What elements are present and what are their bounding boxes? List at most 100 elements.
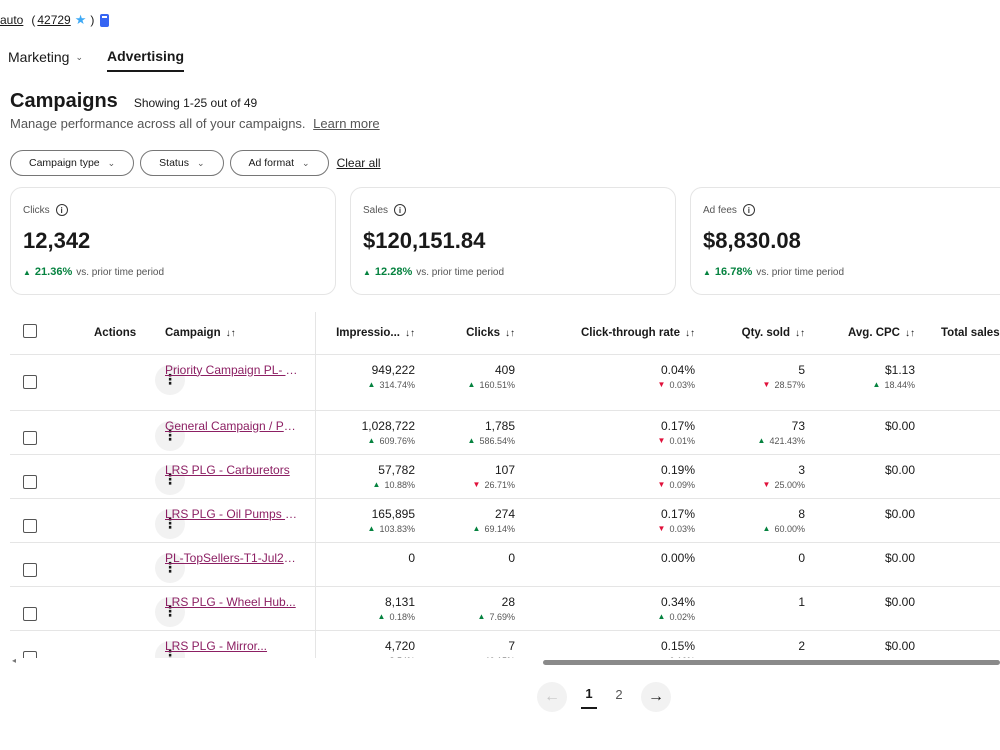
ad-format-filter[interactable]: Ad format ⌄ — [229, 150, 329, 176]
table-row: ⋮ LRS PLG - Wheel Hub... 8,131 ▲ 0.18% 2… — [10, 586, 1000, 631]
change-value: 26.71% — [484, 479, 515, 490]
sort-icon[interactable]: ↓↑ — [685, 327, 695, 339]
nav-marketing-label: Marketing — [8, 49, 70, 65]
change-indicator: ▼ 0.03% — [515, 524, 695, 534]
change-indicator: ▼ 8.54% — [316, 656, 415, 659]
up-arrow-icon: ▲ — [467, 380, 476, 389]
impressions-cell: 4,720 ▼ 8.54% — [315, 630, 415, 658]
row-checkbox[interactable] — [23, 474, 37, 489]
change-indicator: ▲ 609.76% — [316, 435, 415, 446]
qty-sold-header[interactable]: Qty. sold ↓↑ — [695, 312, 805, 355]
next-page-button[interactable]: → — [641, 682, 671, 712]
up-arrow-icon: ▲ — [467, 436, 476, 445]
row-checkbox[interactable] — [23, 650, 37, 658]
sales-value: $2 — [915, 639, 1000, 653]
info-icon[interactable]: i — [55, 204, 68, 216]
card-label-row: Sales i — [363, 204, 663, 216]
clicks-value: 274 — [494, 506, 515, 521]
change-indicator: ▼ 46.15% — [415, 656, 515, 659]
learn-more-link[interactable]: Learn more — [313, 116, 380, 131]
status-filter[interactable]: Status ⌄ — [140, 150, 224, 176]
cpc-cell: $0.00 — [805, 586, 915, 631]
avg-cpc-header[interactable]: Avg. CPC ↓↑ — [805, 312, 915, 355]
row-select-cell — [10, 354, 70, 411]
horizontal-scrollbar[interactable] — [10, 660, 1000, 666]
campaign-link[interactable]: LRS PLG - Wheel Hub... — [165, 594, 296, 609]
row-checkbox[interactable] — [23, 430, 37, 445]
feedback-score-link[interactable]: 42729 — [37, 13, 71, 27]
summary-card-sales: Sales i $120,151.84 ▲ 12.28% vs. prior t… — [350, 187, 676, 295]
campaign-link[interactable]: LRS PLG - Carburetors — [165, 462, 290, 477]
sales-value: $4 — [915, 595, 1000, 609]
store-name-link[interactable]: auto — [0, 13, 24, 27]
impressions-header[interactable]: Impressio... ↓↑ — [315, 312, 415, 355]
sort-icon[interactable]: ↓↑ — [795, 327, 805, 339]
page-1-button[interactable]: 1 — [581, 686, 597, 709]
card-value: $120,151.84 — [363, 228, 486, 253]
clicks-cell: 274 ▲ 69.14% — [415, 498, 515, 543]
clicks-header[interactable]: Clicks ↓↑ — [415, 312, 515, 355]
info-icon[interactable]: i — [394, 204, 407, 216]
campaign-cell: PL-TopSellers-T1-Jul26 J... — [165, 542, 316, 587]
clicks-value: 409 — [494, 362, 515, 377]
previous-page-button[interactable]: ← — [537, 682, 567, 712]
impressions-value: 1,028,722 — [361, 418, 415, 433]
change-indicator: ▼ 25.00% — [695, 480, 805, 490]
sort-icon[interactable]: ↓↑ — [505, 327, 515, 339]
campaign-link[interactable]: General Campaign / PL-... — [165, 418, 301, 433]
qty-cell: 2 — [695, 630, 805, 658]
row-checkbox[interactable] — [23, 606, 37, 621]
campaign-header[interactable]: Campaign ↓↑ — [165, 312, 316, 355]
row-checkbox[interactable] — [23, 562, 37, 577]
campaign-link[interactable]: PL-TopSellers-T1-Jul26 J... — [165, 550, 301, 565]
sort-icon[interactable]: ↓↑ — [405, 327, 415, 339]
title-row: Campaigns Showing 1-25 out of 49 — [10, 90, 257, 113]
sales-cell: $ — [915, 542, 1000, 587]
change-indicator: ▲ 160.51% — [415, 380, 515, 390]
status-filter-label: Status — [159, 157, 189, 169]
change-value: 25.00% — [774, 479, 805, 490]
select-all-checkbox[interactable] — [23, 324, 37, 339]
down-arrow-icon: ▼ — [657, 436, 666, 445]
nav-advertising[interactable]: Advertising — [107, 48, 185, 72]
clicks-value: 7 — [508, 638, 515, 653]
campaign-link[interactable]: LRS PLG - Oil Pumps &... — [165, 506, 301, 521]
campaign-type-filter[interactable]: Campaign type ⌄ — [10, 150, 135, 176]
sort-icon[interactable]: ↓↑ — [905, 327, 915, 339]
campaigns-table: Actions Campaign ↓↑ Impressio... ↓↑ Clicks… — [10, 312, 1000, 658]
clicks-value: 28 — [501, 594, 515, 609]
change-value: 609.76% — [379, 435, 415, 446]
ctr-value: 0.17% — [660, 418, 695, 433]
total-sales-header[interactable]: Total sales — [915, 312, 1000, 355]
campaign-link[interactable]: LRS PLG - Mirror... — [165, 638, 268, 653]
change-value: 0.09% — [669, 479, 695, 490]
change-percent: 16.78% — [714, 266, 753, 278]
impressions-value: 8,131 — [384, 594, 415, 609]
sales-value: $1,5 — [915, 507, 1000, 521]
row-checkbox[interactable] — [23, 518, 37, 533]
info-icon[interactable]: i — [742, 204, 755, 216]
page-2-button[interactable]: 2 — [615, 686, 623, 702]
clear-all-link[interactable]: Clear all — [336, 156, 381, 170]
row-checkbox[interactable] — [23, 374, 37, 389]
cpc-value: $0.00 — [884, 418, 915, 433]
up-arrow-icon: ▲ — [367, 436, 376, 445]
scrollbar-thumb[interactable] — [543, 660, 1000, 665]
nav-marketing[interactable]: Marketing ⌄ — [8, 48, 83, 72]
ctr-value: 0.04% — [660, 362, 695, 377]
change-value: 18.44% — [884, 379, 915, 390]
cpc-value: $0.00 — [884, 638, 915, 653]
ctr-header[interactable]: Click-through rate ↓↑ — [515, 312, 695, 355]
change-indicator: ▲ 7.69% — [415, 612, 515, 622]
sort-icon[interactable]: ↓↑ — [225, 327, 236, 339]
change-value: 160.51% — [479, 379, 515, 390]
cpc-cell: $0.00 — [805, 542, 915, 587]
cpc-cell: $0.00 — [805, 498, 915, 543]
avg-cpc-header-label: Avg. CPC — [848, 326, 900, 339]
ctr-cell: 0.34% ▲ 0.02% — [515, 586, 695, 631]
campaign-cell: LRS PLG - Carburetors — [165, 454, 316, 499]
campaign-link[interactable]: Priority Campaign PL- To... — [165, 362, 301, 377]
ctr-cell: 0.19% ▼ 0.09% — [515, 454, 695, 499]
scroll-left-arrow-icon[interactable]: ◂ — [12, 656, 17, 665]
clicks-cell: 28 ▲ 7.69% — [415, 586, 515, 631]
